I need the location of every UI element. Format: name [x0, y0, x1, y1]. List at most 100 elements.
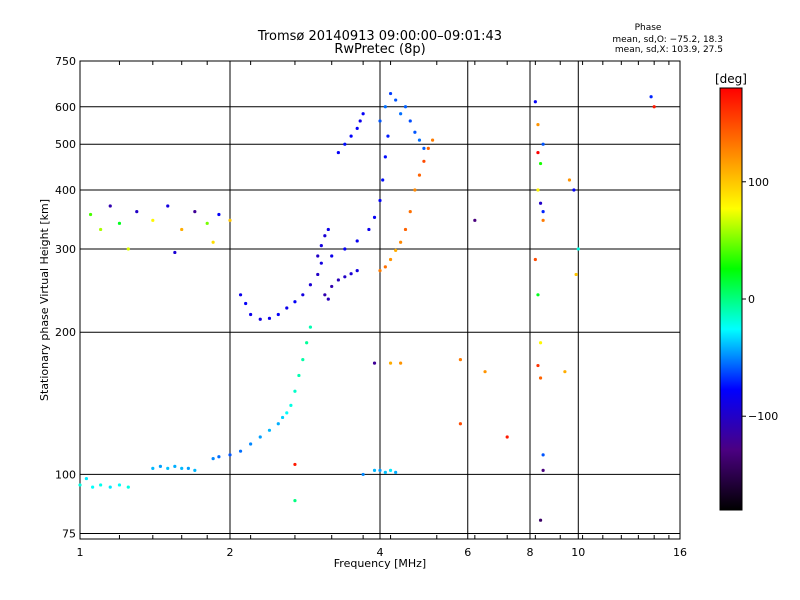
data-point	[361, 472, 365, 477]
data-point	[403, 227, 408, 232]
data-point	[541, 468, 545, 472]
data-point	[388, 468, 393, 472]
data-point	[538, 376, 543, 380]
data-point	[117, 483, 122, 487]
data-point	[430, 138, 435, 142]
data-point	[323, 293, 327, 297]
data-point	[293, 499, 297, 503]
data-point	[394, 470, 398, 474]
data-point	[388, 361, 393, 365]
data-point	[285, 411, 289, 415]
x-tick-label: 8	[527, 546, 534, 559]
data-point	[422, 159, 426, 163]
data-point	[193, 209, 197, 214]
data-point	[367, 227, 371, 232]
data-point	[358, 119, 362, 123]
data-point	[135, 209, 139, 214]
data-point	[258, 317, 262, 321]
data-point	[285, 306, 289, 310]
data-point	[394, 98, 398, 102]
data-point	[173, 464, 177, 468]
data-point	[458, 422, 463, 426]
data-point	[276, 312, 280, 317]
colorbar-label: [deg]	[715, 72, 747, 86]
data-point	[293, 300, 297, 304]
data-point	[576, 247, 580, 251]
data-point	[316, 254, 320, 258]
data-point	[408, 119, 412, 123]
data-point	[84, 476, 88, 481]
y-tick-label: 75	[62, 527, 76, 540]
data-point	[381, 178, 385, 182]
data-point	[349, 272, 353, 276]
data-point	[326, 297, 330, 301]
data-point	[186, 466, 190, 470]
x-tick-label: 1	[77, 546, 84, 559]
colorbar	[719, 87, 743, 511]
data-point	[166, 466, 170, 470]
data-point	[173, 250, 177, 255]
data-point	[276, 422, 280, 426]
data-point	[355, 269, 359, 273]
data-point	[383, 105, 387, 109]
data-point	[413, 188, 417, 192]
data-point	[343, 247, 347, 251]
data-point	[158, 464, 163, 468]
data-point	[228, 453, 232, 457]
y-tick-label: 100	[55, 468, 76, 481]
data-point	[343, 142, 347, 146]
y-tick-label: 400	[55, 184, 76, 197]
data-point	[166, 204, 170, 208]
data-point	[541, 218, 545, 222]
data-point	[538, 201, 543, 205]
data-point	[394, 248, 398, 252]
data-point	[399, 361, 403, 365]
data-point	[538, 518, 543, 522]
data-point	[238, 449, 243, 453]
x-tick-label: 6	[464, 546, 471, 559]
data-point	[151, 466, 155, 470]
data-point	[323, 234, 327, 238]
data-point	[538, 341, 543, 345]
data-point	[330, 254, 334, 258]
data-point	[473, 218, 477, 222]
data-point	[308, 283, 313, 287]
data-point	[383, 470, 387, 474]
data-point	[408, 209, 412, 214]
data-point	[383, 155, 387, 159]
data-point	[289, 403, 293, 407]
data-points	[78, 91, 656, 522]
data-point	[301, 358, 305, 362]
data-point	[536, 123, 540, 127]
data-point	[505, 435, 509, 439]
data-point	[388, 257, 393, 262]
data-point	[267, 428, 272, 432]
data-point	[533, 257, 537, 262]
data-point	[326, 227, 330, 232]
data-point	[319, 244, 323, 248]
data-point	[541, 209, 545, 214]
data-point	[308, 325, 313, 329]
data-point	[99, 227, 103, 232]
y-tick-label: 200	[55, 326, 76, 339]
phase-stat-x: mean, sd,X: 103.9, 27.5	[615, 45, 723, 55]
data-point	[205, 221, 209, 225]
data-point	[386, 134, 390, 138]
data-point	[126, 485, 130, 489]
data-point	[343, 275, 347, 279]
data-point	[541, 142, 545, 146]
data-point	[117, 221, 122, 225]
data-point	[403, 105, 408, 109]
data-point	[228, 218, 232, 222]
data-point	[349, 134, 353, 138]
data-point	[238, 293, 243, 297]
data-point	[180, 227, 184, 232]
data-point	[413, 130, 417, 134]
data-point	[217, 455, 221, 459]
data-point	[99, 483, 103, 487]
data-point	[563, 370, 567, 374]
x-tick-label: 16	[673, 546, 687, 559]
data-point	[330, 284, 334, 289]
data-point	[422, 146, 426, 150]
x-tick-label: 2	[227, 546, 234, 559]
